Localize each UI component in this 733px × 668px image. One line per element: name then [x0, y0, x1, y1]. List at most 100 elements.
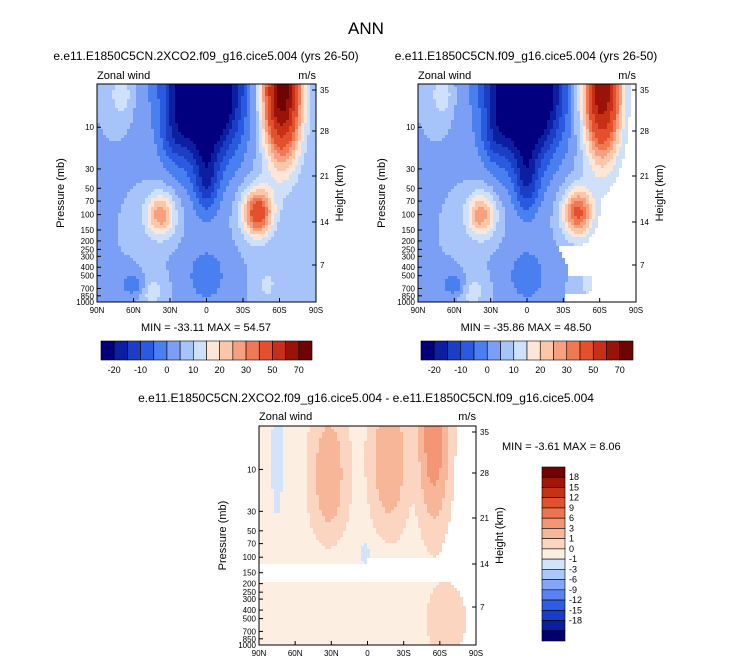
contour-cell [517, 159, 523, 162]
contour-cell [592, 219, 598, 222]
contour-cell [298, 162, 304, 165]
contour-cell [571, 204, 583, 207]
contour-cell [247, 288, 262, 291]
contour-cell [532, 294, 565, 297]
contour-cell [580, 141, 583, 144]
contour-cell [613, 156, 616, 159]
contour-cell [325, 519, 331, 522]
contour-cell [511, 270, 541, 273]
y-tick-label: 300 [402, 252, 416, 261]
contour-cell [244, 159, 253, 162]
contour-cell [571, 108, 574, 111]
contour-cell [268, 120, 274, 123]
contour-cell [574, 162, 583, 165]
contour-cell [490, 120, 496, 123]
contour-cell [163, 222, 169, 225]
contour-cell [316, 492, 340, 495]
contour-cell [292, 114, 298, 117]
contour-cell [487, 264, 514, 267]
contour-cell [514, 171, 520, 174]
contour-cell [340, 498, 352, 501]
contour-cell [484, 195, 493, 198]
contour-cell [232, 138, 241, 141]
contour-cell [130, 90, 136, 93]
contour-cell [538, 192, 544, 195]
contour-cell [292, 132, 295, 135]
contour-cell [271, 228, 277, 231]
contour-cell [478, 300, 493, 302]
contour-cell [199, 255, 214, 258]
contour-cell [361, 549, 370, 552]
contour-cell [250, 117, 256, 120]
contour-cell [613, 93, 616, 96]
contour-cell [514, 207, 523, 210]
contour-cell [379, 489, 400, 492]
contour-cell [178, 213, 184, 216]
contour-cell [544, 153, 553, 156]
contour-cell [433, 555, 436, 558]
contour-cell [247, 285, 262, 288]
contour-cell [469, 285, 481, 288]
contour-cell [184, 216, 199, 219]
contour-cell [292, 141, 295, 144]
contour-cell [418, 228, 439, 231]
contour-cell [586, 228, 589, 231]
contour-cell [442, 507, 451, 510]
contour-cell [244, 84, 247, 87]
contour-cell [592, 84, 595, 87]
contour-cell [514, 168, 520, 171]
contour-cell [295, 135, 298, 138]
contour-cell [556, 195, 562, 198]
contour-cell [244, 210, 247, 213]
contour-cell [589, 90, 592, 93]
contour-cell [196, 174, 199, 177]
contour-cell [490, 273, 511, 276]
contour-cell [295, 108, 298, 111]
contour-cell [427, 618, 466, 621]
contour-cell [532, 153, 538, 156]
contour-cell [574, 99, 577, 102]
contour-cell [274, 489, 283, 492]
contour-cell [247, 93, 250, 96]
contour-cell [181, 198, 190, 201]
contour-cell [580, 222, 586, 225]
contour-cell [280, 498, 307, 501]
contour-cell [244, 222, 247, 225]
colorbar-label: 10 [188, 365, 198, 375]
contour-cell [625, 120, 628, 123]
contour-cell [592, 195, 604, 198]
contour-cell [445, 480, 454, 483]
contour-cell [418, 165, 484, 168]
contour-cell [340, 501, 352, 504]
contour-cell [403, 456, 418, 459]
contour-cell [484, 189, 493, 192]
contour-cell [568, 276, 583, 279]
contour-cell [217, 213, 232, 216]
contour-cell [451, 291, 454, 294]
contour-cell [484, 207, 490, 210]
contour-cell [430, 600, 463, 603]
contour-cell [556, 105, 562, 108]
contour-cell [538, 210, 553, 213]
contour-cell [475, 201, 484, 204]
contour-cell [211, 219, 229, 222]
contour-cell [559, 165, 574, 168]
contour-cell [268, 96, 271, 99]
contour-cell [586, 99, 589, 102]
contour-cell [574, 132, 580, 135]
contour-cell [622, 93, 625, 96]
contour-cell [250, 207, 253, 210]
contour-cell [499, 243, 556, 246]
contour-cell [193, 171, 199, 174]
contour-cell [148, 297, 157, 300]
contour-cell [583, 126, 586, 129]
contour-cell [133, 108, 151, 111]
contour-cell [289, 165, 295, 168]
contour-cell [439, 471, 448, 474]
contour-cell [340, 462, 352, 465]
contour-cell [304, 159, 316, 162]
contour-cell [361, 555, 370, 558]
contour-cell [274, 189, 292, 192]
contour-cell [433, 588, 457, 591]
contour-cell [364, 465, 376, 468]
